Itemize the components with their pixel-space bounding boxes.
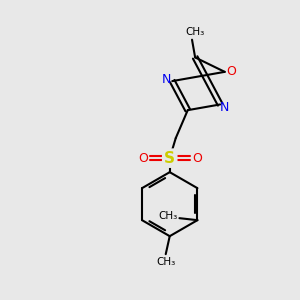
- Text: O: O: [192, 152, 202, 165]
- Text: N: N: [162, 73, 171, 85]
- Text: CH₃: CH₃: [185, 27, 205, 37]
- Text: O: O: [138, 152, 148, 165]
- Text: CH₃: CH₃: [159, 211, 178, 221]
- Text: S: S: [164, 151, 175, 166]
- Text: N: N: [220, 101, 229, 114]
- Text: CH₃: CH₃: [156, 257, 176, 267]
- Text: O: O: [226, 65, 236, 78]
